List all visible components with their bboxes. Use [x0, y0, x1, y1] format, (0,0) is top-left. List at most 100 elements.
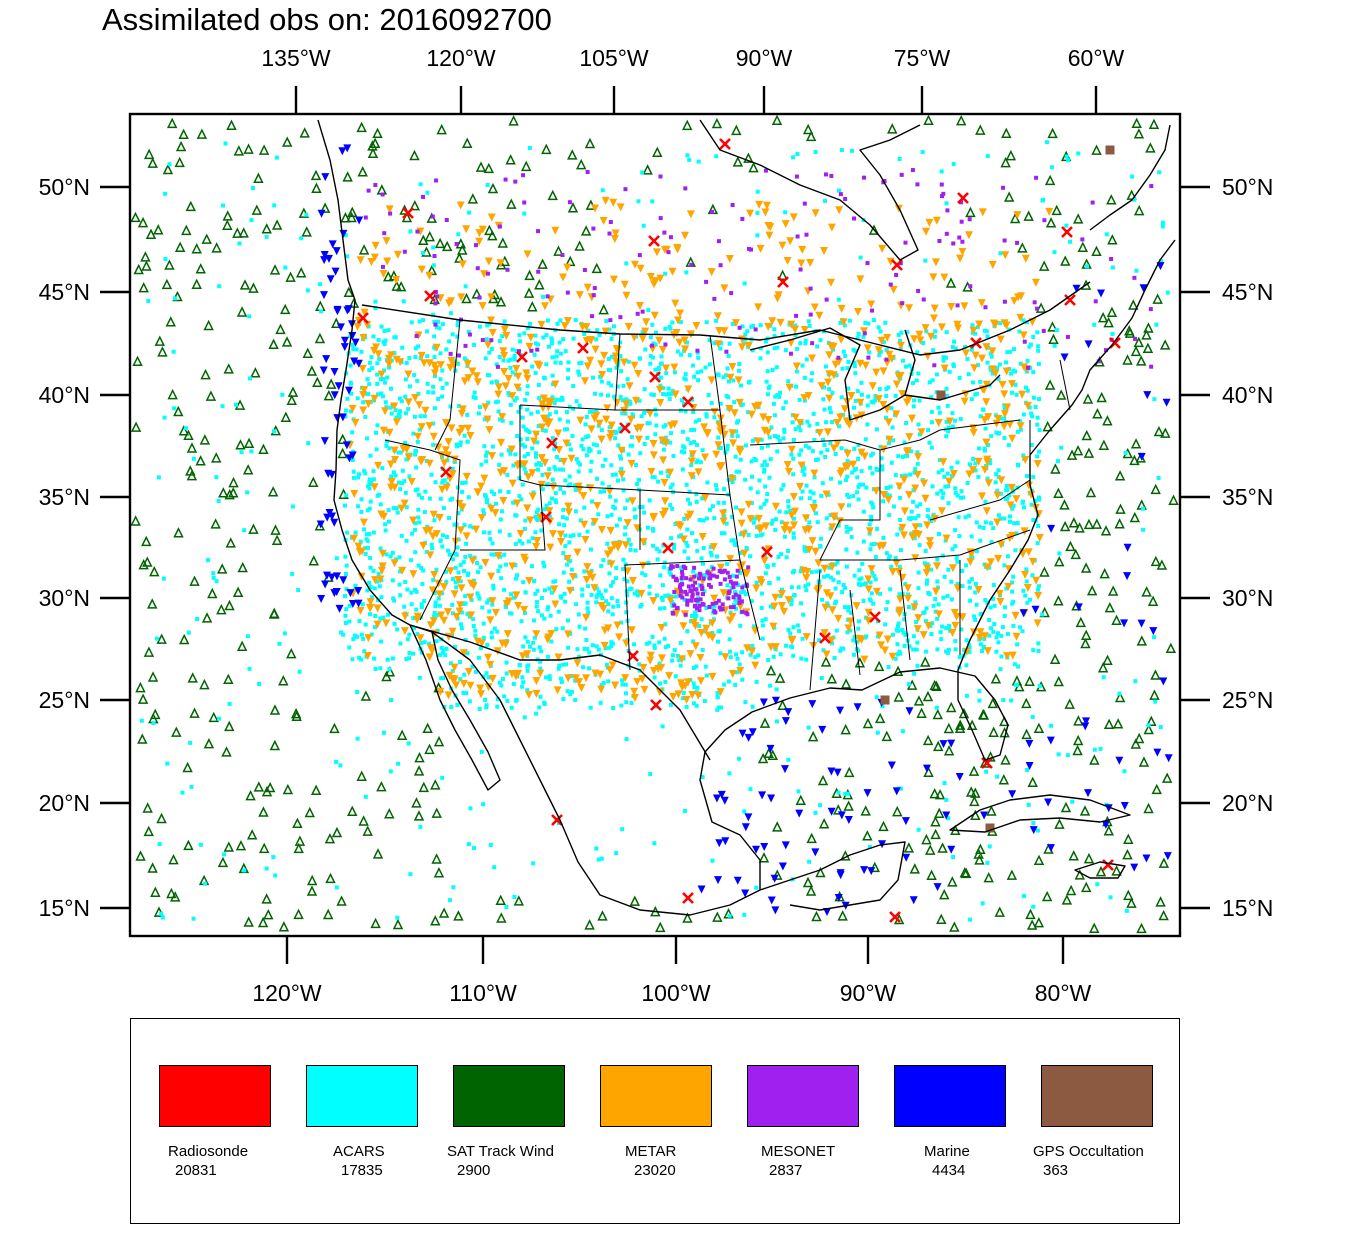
obs-marker — [157, 346, 168, 357]
obs-marker — [440, 650, 445, 655]
obs-marker — [505, 154, 516, 165]
obs-marker — [903, 240, 908, 245]
obs-marker — [607, 231, 612, 236]
obs-marker — [145, 228, 157, 239]
obs-marker — [357, 619, 362, 624]
obs-marker — [280, 392, 285, 397]
obs-marker — [853, 398, 858, 403]
obs-marker — [367, 580, 372, 585]
obs-marker — [900, 475, 909, 484]
obs-marker — [974, 520, 979, 525]
obs-marker — [468, 524, 473, 529]
obs-marker — [1006, 869, 1018, 880]
obs-marker — [726, 679, 731, 684]
obs-marker — [1149, 627, 1158, 636]
obs-marker — [894, 273, 899, 278]
obs-marker — [413, 432, 422, 441]
obs-marker — [366, 188, 371, 193]
obs-marker — [286, 647, 297, 659]
obs-marker — [798, 267, 803, 272]
obs-marker — [469, 582, 478, 591]
obs-marker — [536, 669, 545, 678]
obs-marker — [803, 584, 808, 589]
obs-marker — [498, 554, 503, 559]
obs-marker — [191, 916, 196, 921]
obs-marker — [147, 862, 158, 873]
obs-marker — [879, 541, 888, 550]
obs-marker — [1008, 790, 1017, 799]
obs-marker — [523, 287, 535, 298]
obs-marker — [348, 404, 357, 413]
obs-marker — [765, 492, 770, 497]
obs-marker — [747, 410, 756, 419]
obs-marker — [465, 651, 470, 656]
obs-marker — [904, 421, 909, 426]
obs-marker — [414, 334, 419, 339]
obs-marker — [545, 507, 554, 516]
obs-marker — [929, 567, 934, 572]
obs-marker — [980, 416, 989, 425]
obs-marker — [1109, 256, 1114, 261]
obs-marker — [522, 369, 531, 378]
obs-marker — [161, 576, 166, 581]
obs-marker — [343, 414, 348, 419]
obs-marker — [709, 543, 718, 552]
obs-marker — [425, 459, 434, 468]
obs-marker — [596, 647, 601, 652]
obs-marker — [414, 465, 419, 470]
obs-marker — [891, 259, 903, 271]
obs-marker — [692, 440, 697, 445]
obs-marker — [393, 250, 402, 259]
obs-marker — [1160, 220, 1165, 225]
obs-marker — [544, 675, 549, 680]
obs-marker — [368, 565, 373, 570]
obs-marker — [863, 581, 868, 586]
obs-marker — [641, 327, 650, 336]
obs-marker — [933, 562, 942, 571]
obs-marker — [484, 500, 489, 505]
obs-marker — [460, 481, 465, 486]
obs-marker — [885, 435, 894, 444]
obs-marker — [738, 343, 747, 352]
obs-marker — [354, 599, 363, 608]
obs-marker — [235, 439, 246, 450]
obs-marker — [454, 552, 459, 557]
obs-marker — [625, 377, 630, 382]
obs-marker — [188, 740, 193, 745]
obs-marker — [381, 615, 386, 620]
obs-marker — [1065, 334, 1070, 339]
obs-marker — [432, 343, 441, 352]
obs-marker — [685, 602, 690, 607]
obs-marker — [999, 633, 1004, 638]
us-mexico-border — [409, 624, 711, 761]
obs-marker — [601, 558, 606, 563]
obs-marker — [948, 628, 957, 637]
obs-marker — [944, 386, 949, 391]
obs-marker — [301, 226, 312, 237]
obs-marker — [1080, 629, 1092, 640]
obs-marker — [565, 290, 570, 295]
obs-marker — [834, 373, 839, 378]
obs-marker — [704, 320, 709, 325]
obs-marker — [1104, 232, 1109, 237]
obs-marker — [306, 365, 318, 376]
obs-marker — [849, 593, 854, 598]
obs-marker — [771, 906, 780, 915]
obs-marker — [551, 380, 560, 389]
obs-marker — [789, 598, 794, 603]
obs-marker — [468, 556, 477, 565]
obs-marker — [529, 564, 534, 569]
obs-marker — [696, 677, 705, 686]
obs-marker — [447, 424, 456, 433]
obs-marker — [409, 602, 414, 607]
obs-marker — [896, 595, 905, 604]
obs-marker — [916, 371, 921, 376]
obs-marker — [555, 321, 560, 326]
obs-marker — [508, 357, 513, 362]
obs-marker — [568, 692, 573, 697]
obs-marker — [942, 474, 947, 479]
obs-marker — [853, 349, 858, 354]
obs-marker — [1044, 174, 1056, 186]
obs-marker — [508, 115, 519, 126]
obs-marker — [619, 620, 624, 625]
